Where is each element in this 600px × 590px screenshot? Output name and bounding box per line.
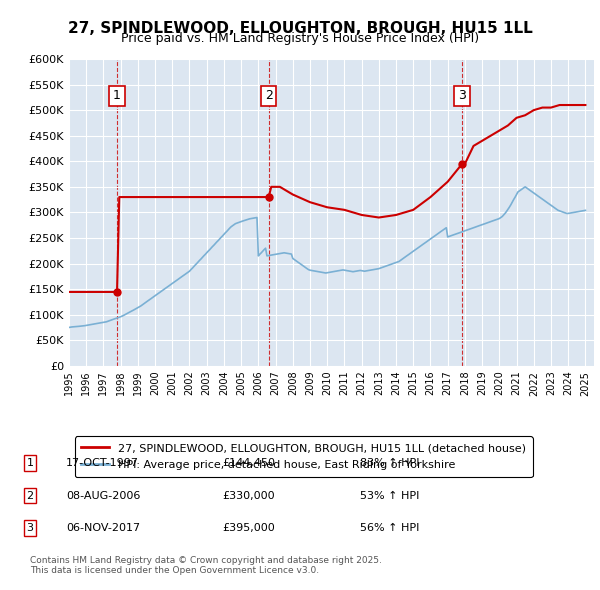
Text: £395,000: £395,000	[222, 523, 275, 533]
Text: 56% ↑ HPI: 56% ↑ HPI	[360, 523, 419, 533]
Text: 2: 2	[265, 89, 272, 102]
Text: 83% ↑ HPI: 83% ↑ HPI	[360, 458, 419, 468]
Text: 2: 2	[26, 491, 34, 500]
Text: 06-NOV-2017: 06-NOV-2017	[66, 523, 140, 533]
Text: 27, SPINDLEWOOD, ELLOUGHTON, BROUGH, HU15 1LL: 27, SPINDLEWOOD, ELLOUGHTON, BROUGH, HU1…	[68, 21, 532, 35]
Text: 3: 3	[458, 89, 466, 102]
Text: £144,450: £144,450	[222, 458, 275, 468]
Text: 08-AUG-2006: 08-AUG-2006	[66, 491, 140, 500]
Legend: 27, SPINDLEWOOD, ELLOUGHTON, BROUGH, HU15 1LL (detached house), HPI: Average pri: 27, SPINDLEWOOD, ELLOUGHTON, BROUGH, HU1…	[74, 437, 533, 477]
Text: £330,000: £330,000	[222, 491, 275, 500]
Text: 1: 1	[26, 458, 34, 468]
Text: 17-OCT-1997: 17-OCT-1997	[66, 458, 139, 468]
Text: 53% ↑ HPI: 53% ↑ HPI	[360, 491, 419, 500]
Text: 3: 3	[26, 523, 34, 533]
Text: 1: 1	[113, 89, 121, 102]
Text: Contains HM Land Registry data © Crown copyright and database right 2025.
This d: Contains HM Land Registry data © Crown c…	[30, 556, 382, 575]
Text: Price paid vs. HM Land Registry's House Price Index (HPI): Price paid vs. HM Land Registry's House …	[121, 32, 479, 45]
